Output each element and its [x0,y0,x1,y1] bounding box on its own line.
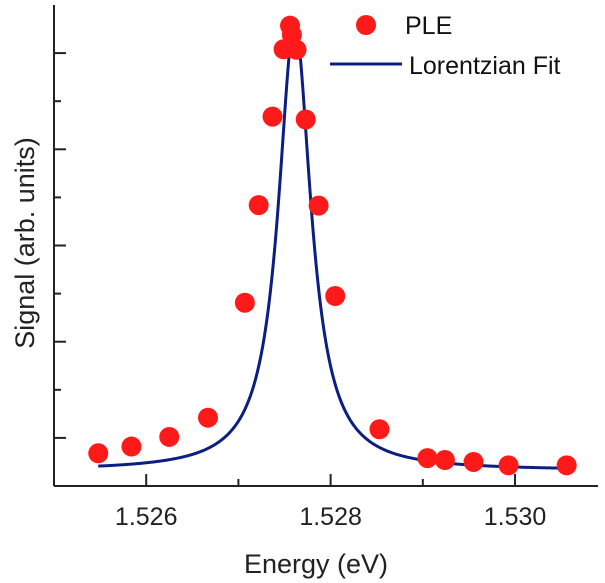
ple-point [308,195,329,216]
ple-point [197,407,218,428]
axis-ticks: 1.526 1.528 1.530 [53,52,547,531]
ple-point [417,448,438,469]
legend-label-ple: PLE [405,12,452,40]
ple-point [248,195,269,216]
ple-point [121,436,142,457]
ple-point [286,39,307,60]
ple-point [325,286,346,307]
ple-point [369,419,390,440]
x-tick-label: 1.530 [484,503,547,531]
data-points-layer [88,15,577,476]
ple-point [434,450,455,471]
x-tick-label: 1.526 [115,503,178,531]
ple-point [295,109,316,130]
ple-point [463,451,484,472]
ple-point [88,443,109,464]
x-axis-title: Energy (eV) [244,549,388,579]
fit-layer [98,21,567,470]
y-axis-title: Signal (arb. units) [10,137,40,349]
legend: PLE Lorentzian Fit [330,12,561,80]
legend-marker-ple [356,15,376,35]
legend-label-fit: Lorentzian Fit [409,52,561,80]
ple-point [159,426,180,447]
ple-point [262,106,283,127]
ple-point [498,455,519,476]
fit-curve [98,21,567,470]
ple-point [556,455,577,476]
ple-point [234,292,255,313]
x-tick-label: 1.528 [299,503,362,531]
